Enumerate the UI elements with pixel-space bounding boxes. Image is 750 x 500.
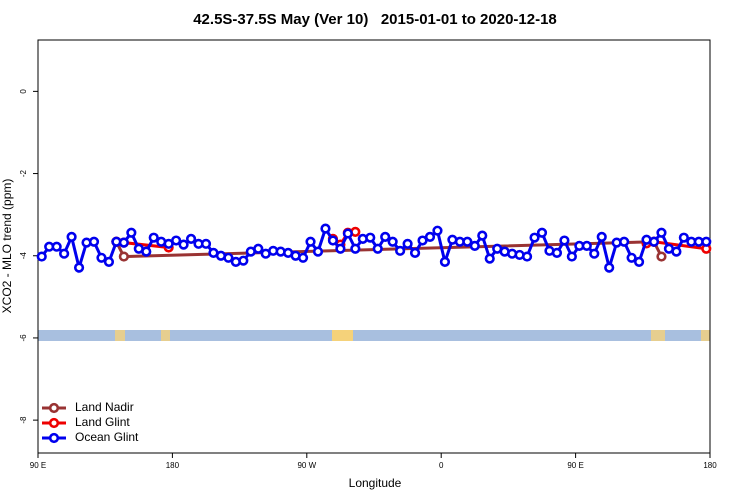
- data-point: [633, 256, 645, 268]
- legend-marker: [48, 432, 60, 444]
- data-point: [238, 255, 249, 266]
- legend-label: Land Nadir: [75, 400, 134, 414]
- data-point: [185, 233, 197, 244]
- data-point: [365, 232, 376, 243]
- data-point: [402, 238, 413, 249]
- data-point: [596, 231, 607, 242]
- data-point: [589, 248, 600, 259]
- y-tick-label: -6: [19, 334, 28, 342]
- data-point: [559, 235, 570, 246]
- data-point: [350, 243, 361, 254]
- legend-label: Ocean Glint: [75, 430, 139, 444]
- legend-marker: [48, 417, 60, 429]
- data-point: [656, 251, 667, 262]
- series-line: [115, 240, 663, 259]
- x-tick-label: 180: [166, 461, 180, 470]
- data-point: [223, 252, 234, 263]
- data-point: [59, 248, 70, 259]
- x-axis-label: Longitude: [349, 476, 402, 490]
- data-point: [327, 235, 339, 246]
- data-point: [536, 227, 548, 238]
- data-point: [372, 243, 383, 254]
- data-point: [342, 228, 353, 239]
- y-axis-label: XCO2 - MLO trend (ppm): [0, 179, 14, 314]
- x-tick-label: 90 W: [297, 461, 316, 470]
- data-point: [462, 236, 473, 247]
- y-tick-label: -2: [19, 169, 28, 177]
- data-point: [320, 223, 331, 234]
- legend-marker: [48, 402, 60, 414]
- x-tick-label: 90 E: [567, 461, 583, 470]
- data-point: [51, 241, 62, 252]
- y-tick-label: 0: [19, 89, 28, 94]
- data-point: [103, 256, 115, 268]
- data-point: [96, 252, 107, 263]
- data-point: [200, 238, 212, 249]
- data-point: [297, 252, 309, 263]
- data-point: [439, 256, 451, 268]
- data-point: [656, 227, 667, 238]
- data-point: [409, 247, 421, 258]
- data-point: [671, 246, 682, 257]
- data-point: [118, 251, 129, 262]
- data-point: [626, 252, 637, 263]
- data-point: [73, 262, 85, 273]
- data-point: [380, 231, 391, 242]
- data-point: [88, 236, 100, 247]
- data-point: [305, 236, 316, 247]
- data-point: [171, 235, 182, 246]
- legend-label: Land Glint: [75, 415, 130, 429]
- data-point: [253, 243, 264, 254]
- data-point: [66, 231, 77, 242]
- y-tick-label: -4: [19, 252, 28, 260]
- data-point: [648, 236, 660, 247]
- data-point: [551, 247, 563, 258]
- data-point: [417, 235, 428, 246]
- data-point: [469, 240, 480, 251]
- data-point: [521, 251, 533, 262]
- data-point: [619, 236, 630, 247]
- data-point: [312, 246, 324, 257]
- data-point: [678, 232, 689, 243]
- x-tick-label: 0: [439, 461, 444, 470]
- y-tick-label: -8: [19, 416, 28, 424]
- data-point: [604, 262, 615, 273]
- data-point: [395, 245, 406, 256]
- data-point: [701, 236, 712, 247]
- data-point: [36, 251, 47, 262]
- chart-title: 42.5S-37.5S May (Ver 10) 2015-01-01 to 2…: [193, 11, 557, 28]
- data-point: [566, 251, 577, 262]
- data-point: [118, 237, 129, 248]
- data-point: [432, 225, 443, 236]
- data-point: [581, 240, 592, 251]
- x-tick-label: 90 E: [30, 461, 46, 470]
- data-point: [126, 227, 137, 238]
- land-ocean-strip: [38, 330, 710, 341]
- data-point: [141, 246, 152, 257]
- data-point: [424, 231, 436, 242]
- data-point: [387, 236, 398, 247]
- data-point: [529, 232, 540, 243]
- data-point: [148, 232, 159, 243]
- data-point: [477, 230, 488, 241]
- x-tick-label: 180: [703, 461, 717, 470]
- data-point: [178, 239, 189, 250]
- data-point: [484, 253, 495, 264]
- data-point: [335, 243, 346, 254]
